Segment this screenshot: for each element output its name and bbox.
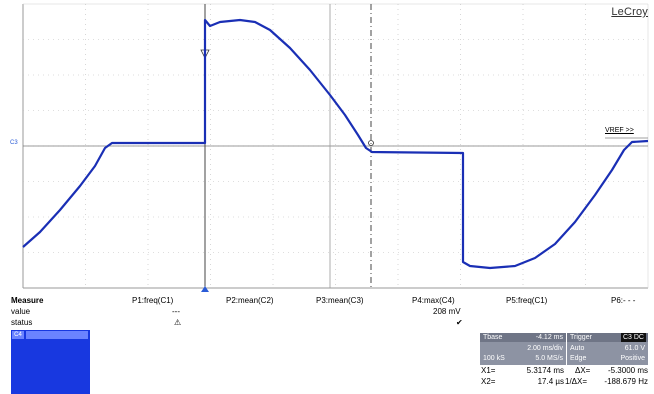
measure-p1-header[interactable]: P1:freq(C1): [132, 296, 174, 305]
measure-p6-header[interactable]: P6:- - -: [611, 296, 636, 305]
cursor-x2-marker-icon: [368, 140, 374, 146]
cursor-inv-dx-value: -188.679 Hz: [604, 377, 648, 386]
trigger-position-marker-icon: [201, 286, 209, 292]
timebase-per-div: 2.00 ms/div: [527, 345, 563, 352]
measure-status-row: status ⚠ ✔: [0, 318, 654, 328]
channel-tag: C4: [12, 331, 24, 339]
channel-marker: C3: [10, 140, 18, 146]
measure-p4-header[interactable]: P4:max(C4): [412, 296, 455, 305]
timebase-header: [480, 333, 566, 342]
trigger-panel[interactable]: Trigger C3 DC Auto 61.0 V Edge Positive: [567, 333, 648, 365]
cursor-x1-label: X1=: [481, 366, 496, 375]
measure-p3-header[interactable]: P3:mean(C3): [316, 296, 364, 305]
measure-value-row: value --- 208 mV: [0, 307, 654, 317]
measure-value-label: value: [11, 307, 31, 316]
trigger-slope: Positive: [620, 355, 645, 362]
trigger-level: 61.0 V: [624, 345, 645, 352]
measure-p1-value: ---: [172, 307, 180, 316]
measure-title: Measure: [11, 296, 44, 305]
vref-label: VREF >>: [605, 127, 634, 134]
cursor-x2-value: 17.4 µs: [537, 377, 564, 386]
channel-title: [26, 331, 88, 339]
trigger-type: Edge: [570, 355, 587, 362]
waveform-grid: [22, 3, 649, 292]
trigger-header: [567, 333, 648, 342]
measure-p2-header[interactable]: P2:mean(C2): [226, 296, 274, 305]
cursor-dx-label: ΔX=: [575, 366, 591, 375]
cursor-x2-label: X2=: [481, 377, 496, 386]
channel-descriptor-box[interactable]: C4: [11, 330, 90, 394]
measure-p5-header[interactable]: P5:freq(C1): [506, 296, 548, 305]
timebase-label: Tbase: [483, 334, 503, 341]
measure-header-row: Measure P1:freq(C1) P2:mean(C2) P3:mean(…: [0, 296, 654, 306]
timebase-panel[interactable]: Tbase -4.12 ms 2.00 ms/div 100 kS 5.0 MS…: [480, 333, 566, 365]
trigger-label: Trigger: [570, 334, 592, 341]
cursor-dx-value: -5.3000 ms: [607, 366, 648, 375]
oscilloscope-display[interactable]: LeCroy VREF >> C3: [0, 0, 654, 292]
trigger-channel-badge: C3 DC: [620, 333, 646, 342]
timebase-offset: -4.12 ms: [535, 334, 563, 341]
trigger-mode: Auto: [570, 345, 585, 352]
measure-p4-ok-icon: ✔: [456, 318, 463, 327]
cursor-inv-dx-label: 1/ΔX=: [565, 377, 588, 386]
measure-p1-warning-icon: ⚠: [174, 318, 182, 327]
timebase-samples: 100 kS: [483, 355, 505, 362]
measure-status-label: status: [11, 318, 33, 327]
waveform-trace-c4: [22, 18, 649, 270]
measure-p4-value: 208 mV: [433, 307, 461, 316]
cursor-x1-value: 5.3174 ms: [526, 366, 564, 375]
timebase-rate: 5.0 MS/s: [535, 355, 563, 362]
brand-logo: LeCroy: [611, 6, 648, 18]
